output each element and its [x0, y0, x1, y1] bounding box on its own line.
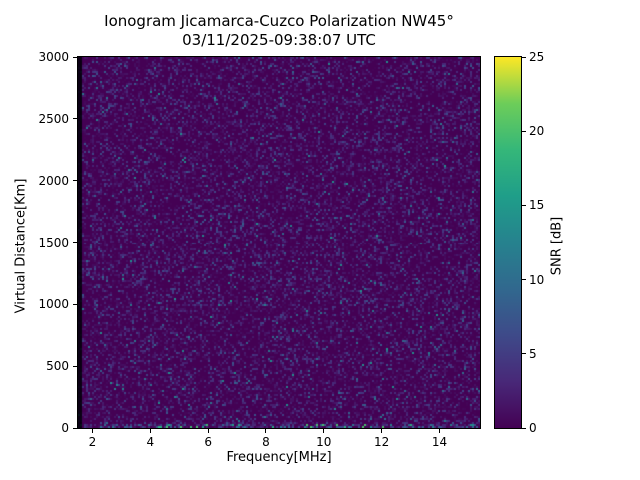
colorbar-tick-label: 0	[529, 421, 537, 435]
x-tick-mark	[265, 429, 267, 433]
x-tick-label: 14	[431, 435, 448, 449]
y-tick-label: 2500	[38, 111, 69, 126]
y-tick-mark	[73, 118, 77, 120]
colorbar-tick-mark	[522, 427, 526, 429]
x-tick-mark	[323, 429, 325, 433]
y-tick-label: 2000	[38, 173, 69, 188]
x-tick-mark	[381, 429, 383, 433]
y-axis-label: Virtual Distance[Km]	[13, 178, 29, 314]
x-axis-label: Frequency[MHz]	[226, 450, 332, 465]
plot-area	[77, 56, 481, 429]
x-tick-label: 4	[146, 435, 155, 449]
colorbar-gradient	[495, 57, 521, 428]
y-tick-label: 1500	[38, 235, 69, 250]
x-tick-label: 2	[88, 435, 97, 449]
x-tick-label: 8	[262, 435, 270, 449]
colorbar-tick-mark	[522, 353, 526, 355]
x-tick-label: 12	[374, 435, 390, 449]
x-tick-mark	[91, 429, 93, 433]
colorbar	[494, 56, 522, 429]
x-tick-label: 10	[316, 435, 332, 449]
colorbar-tick-mark	[522, 130, 526, 132]
x-tick-mark	[207, 429, 209, 433]
heatmap-canvas	[78, 57, 480, 428]
y-tick-label: 3000	[38, 50, 69, 64]
y-tick-label: 1000	[38, 297, 69, 312]
y-tick-mark	[73, 427, 77, 429]
colorbar-label: SNR [dB]	[549, 216, 565, 276]
y-tick-mark	[73, 303, 77, 305]
x-tick-mark	[149, 429, 151, 433]
x-tick-mark	[439, 429, 440, 433]
y-tick-mark	[73, 365, 77, 367]
colorbar-tick-label: 10	[529, 272, 545, 287]
colorbar-tick-mark	[522, 204, 526, 206]
y-tick-label: 500	[46, 359, 69, 374]
chart-title-block: Ionogram Jicamarca-Cuzco Polarization NW…	[78, 12, 480, 50]
chart-subtitle: 03/11/2025-09:38:07 UTC	[182, 31, 376, 49]
colorbar-tick-label: 5	[529, 346, 537, 361]
x-tick-label: 6	[204, 435, 212, 449]
colorbar-tick-label: 15	[529, 198, 545, 213]
y-tick-mark	[73, 242, 77, 243]
y-tick-mark	[73, 180, 77, 182]
y-tick-mark	[73, 56, 77, 58]
colorbar-tick-mark	[522, 279, 526, 281]
colorbar-tick-mark	[522, 56, 526, 58]
colorbar-tick-label: 25	[529, 50, 545, 64]
colorbar-tick-label: 20	[529, 124, 545, 139]
chart-title: Ionogram Jicamarca-Cuzco Polarization NW…	[104, 12, 454, 30]
y-tick-label: 0	[61, 421, 69, 435]
